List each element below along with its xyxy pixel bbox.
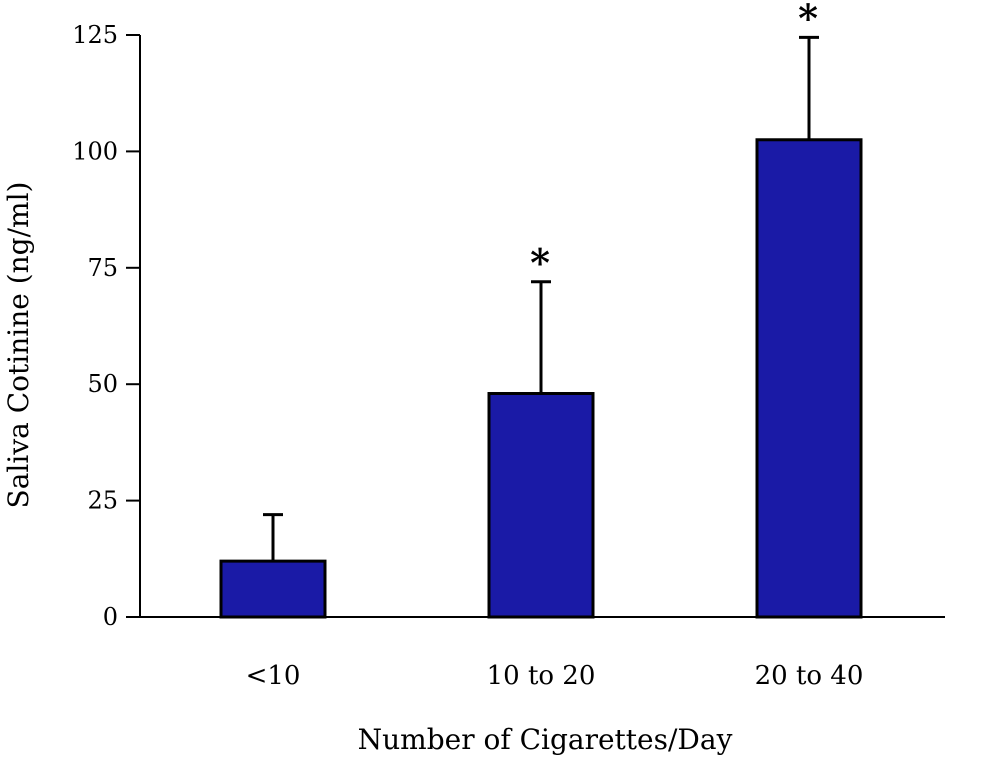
bar	[755, 138, 863, 619]
x-axis-title: Number of Cigarettes/Day	[358, 723, 733, 756]
bar	[219, 559, 327, 619]
bars	[219, 138, 863, 619]
y-tick-label: 50	[87, 370, 118, 398]
y-tick-label: 125	[72, 21, 118, 49]
x-category-label: <10	[246, 661, 301, 691]
y-axis-title: Saliva Cotinine (ng/ml)	[2, 182, 35, 509]
y-tick-label: 100	[72, 137, 118, 165]
error-bars	[263, 35, 819, 562]
y-tick-label: 25	[87, 487, 118, 515]
significance-mark: *	[798, 0, 818, 40]
x-category-label: 10 to 20	[487, 661, 596, 691]
labels: <10 * 10 to 20 * 20 to 40	[246, 0, 864, 691]
y-tick-label: 75	[87, 254, 118, 282]
y-tick-label: 0	[103, 603, 118, 631]
significance-mark: *	[530, 240, 550, 285]
x-category-label: 20 to 40	[755, 661, 864, 691]
y-axis: 0 25 50 75 100 125	[72, 21, 141, 631]
bar	[487, 392, 595, 619]
